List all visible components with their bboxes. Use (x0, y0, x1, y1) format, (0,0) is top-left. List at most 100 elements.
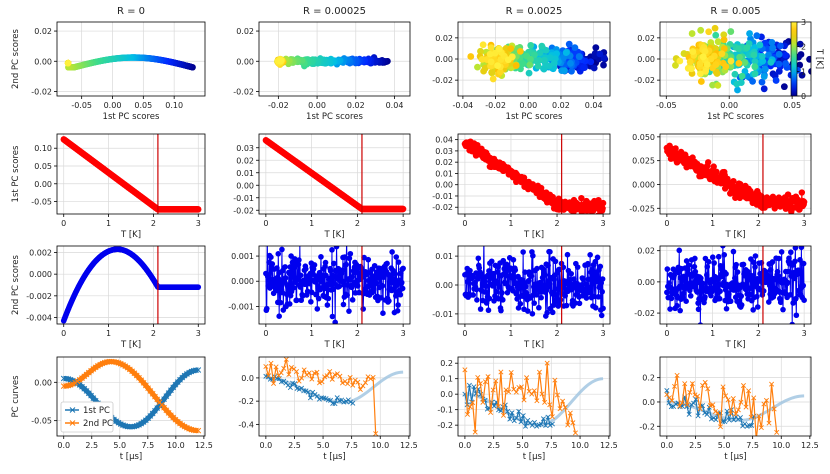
x-axis-label: T [K] (120, 230, 141, 240)
data-point (600, 61, 607, 69)
data-point (600, 305, 606, 312)
marker-x (498, 369, 504, 375)
x-tick-label: 0 (664, 329, 669, 338)
marker-x (108, 358, 115, 365)
data-point (295, 276, 301, 283)
marker-x (724, 408, 730, 414)
series-line (63, 138, 199, 210)
data-point (298, 297, 305, 304)
x-tick-label: 5.0 (317, 441, 330, 450)
data-point (592, 304, 599, 311)
legend-marker (69, 407, 76, 413)
x-tick-label: 12.5 (600, 441, 618, 450)
x-tick-label: 3 (601, 329, 606, 338)
data-point (279, 246, 285, 253)
data-point (738, 302, 745, 308)
data-point (481, 233, 487, 239)
data-point (775, 273, 782, 279)
data-point (544, 309, 550, 316)
marker-x (738, 399, 744, 405)
panel-r3-c2: 0.0 2.5 5.0 7.5 10.0 12.5 -0.2 -0.1 0.0 0.1 0.2 t [… (437, 356, 618, 462)
axes-frame (56, 133, 206, 215)
x-tick-label: 0.04 (386, 101, 404, 110)
marker-x (373, 431, 379, 436)
data-point (469, 274, 476, 281)
marker-x (686, 411, 692, 417)
data-point (545, 262, 551, 269)
data-point (264, 229, 270, 235)
data-point (527, 55, 534, 63)
y-tick-label: -0.002 (26, 292, 52, 301)
marker-x (299, 375, 305, 381)
data-point (327, 268, 334, 274)
y-tick-label: -0.05 (31, 417, 52, 426)
data-point (195, 206, 202, 213)
marker-x (292, 381, 298, 387)
data-point (723, 305, 730, 312)
marker-x (720, 384, 726, 390)
marker-x (466, 382, 472, 388)
marker-x (529, 391, 535, 397)
y-tick-label: 0.2 (440, 359, 453, 368)
data-point (798, 246, 805, 251)
x-tick-label: 0.0 (660, 441, 673, 450)
data-point (268, 254, 274, 260)
data-point (766, 282, 773, 289)
panel-r1-c1: 0 1 2 3 -0.02 -0.01 0.00 0.01 0.02 0.03 T [K] (233, 133, 411, 240)
data-point (524, 308, 531, 314)
marker-x (704, 411, 710, 417)
x-tick-label: -0.05 (656, 101, 677, 110)
data-point (512, 267, 519, 273)
x-tick-label: 2.5 (689, 441, 702, 450)
marker-x (737, 415, 743, 421)
data-point (297, 272, 304, 279)
x-tick-label: 2 (355, 219, 360, 228)
y-tick-label: 0.00 (435, 281, 453, 290)
y-tick-label: 0.02 (34, 27, 52, 36)
marker-x (462, 367, 468, 373)
y-tick-label: 0.0 (241, 374, 254, 383)
marker-x (327, 397, 334, 403)
data-point (512, 62, 520, 70)
ticks: 0.0 2.5 5.0 7.5 10.0 12.5 -0.4 -0.2 0.0 (238, 374, 417, 450)
data-point (400, 265, 406, 272)
marker-x (539, 391, 545, 397)
marker-x (472, 429, 478, 435)
x-tick-label: 12.5 (400, 441, 418, 450)
marker-x (702, 379, 708, 385)
y-tick-label: 0.000 (231, 277, 254, 286)
data-point (753, 32, 761, 40)
axes-frame (56, 21, 206, 97)
marker-x (193, 367, 199, 374)
data-point (674, 302, 680, 309)
data-point (712, 31, 720, 39)
data-point (720, 31, 728, 39)
legend-label: 1st PC (83, 406, 110, 416)
marker-x (534, 398, 540, 404)
y-tick-label: 0.02 (435, 34, 453, 43)
data-point (346, 255, 353, 262)
marker-x (324, 373, 330, 379)
x-tick-label: 1 (309, 219, 314, 228)
data-point (331, 260, 337, 267)
marker-x (271, 380, 277, 386)
data-point (517, 301, 524, 307)
marker-x (761, 401, 767, 407)
data-point (536, 49, 544, 57)
marker-x (513, 389, 519, 395)
marker-x (572, 430, 578, 436)
x-tick-label: 0 (61, 219, 66, 228)
x-tick-label: 10.0 (772, 441, 790, 450)
data-point (477, 306, 484, 312)
panel-r3-c1: 0.0 2.5 5.0 7.5 10.0 12.5 -0.4 -0.2 0.0 t [μs] (238, 356, 418, 462)
marker-x (195, 427, 202, 434)
data-point (399, 285, 406, 292)
marker-x (307, 395, 313, 401)
grid (57, 246, 205, 324)
plot-area (663, 134, 808, 214)
colorbar-label: T [K] (814, 48, 824, 69)
data-point (527, 42, 535, 49)
data-point (686, 262, 692, 269)
data-point (585, 276, 592, 283)
marker-x (766, 420, 772, 426)
